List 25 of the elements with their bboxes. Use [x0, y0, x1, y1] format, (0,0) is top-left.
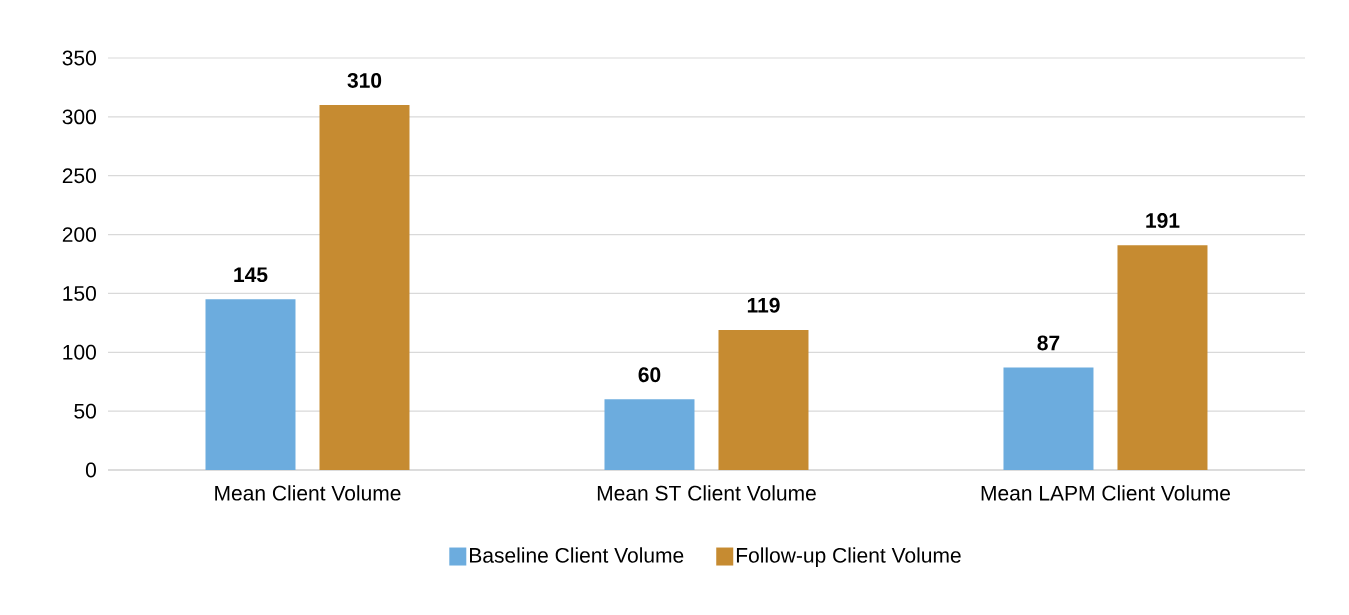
y-tick-label: 0 — [85, 462, 96, 478]
data-label: 119 — [747, 297, 780, 313]
bar — [604, 399, 695, 470]
x-tick-label: Mean LAPM Client Volume — [981, 485, 1230, 501]
legend-label: Baseline Client Volume — [470, 547, 684, 563]
y-tick-label: 100 — [63, 344, 96, 360]
y-tick-label: 300 — [62, 109, 96, 125]
data-label: 145 — [234, 267, 268, 283]
bar — [718, 329, 809, 470]
y-tick-label: 150 — [63, 286, 96, 301]
x-tick-label: Mean ST Client Volume — [597, 485, 816, 501]
data-label: 191 — [1146, 213, 1180, 228]
data-label: 60 — [638, 367, 661, 383]
data-label: 87 — [1037, 335, 1060, 351]
x-tick-label: Mean Client Volume — [215, 485, 401, 501]
bar — [1003, 367, 1094, 470]
y-tick-label: 50 — [74, 403, 96, 419]
data-label: 310 — [347, 72, 382, 88]
y-tick-label: 200 — [62, 227, 96, 242]
y-tick-label: 350 — [62, 50, 96, 66]
legend-label: Follow-up Client Volume — [736, 547, 961, 567]
bar — [319, 105, 410, 470]
y-tick-label: 250 — [62, 168, 96, 184]
bar — [205, 299, 296, 470]
bar — [1117, 245, 1208, 470]
